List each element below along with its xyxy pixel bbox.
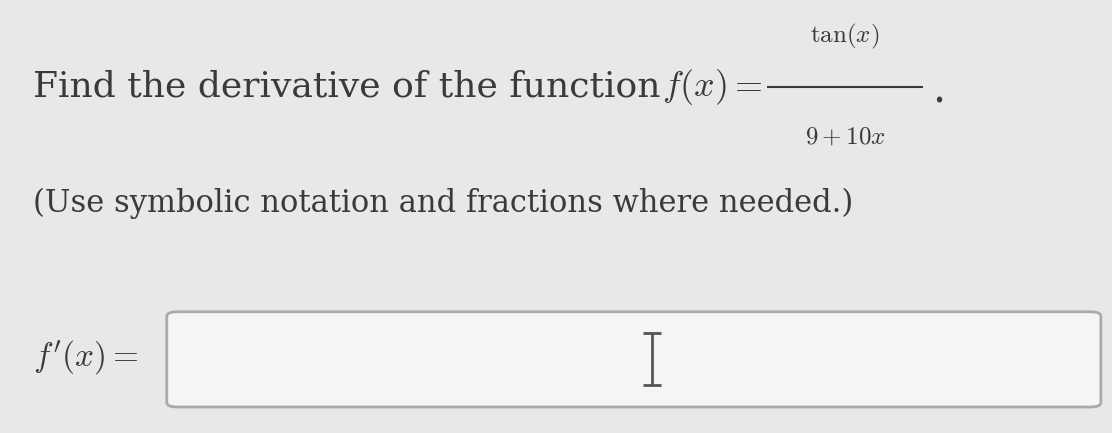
Text: (Use symbolic notation and fractions where needed.): (Use symbolic notation and fractions whe…: [33, 188, 854, 219]
FancyBboxPatch shape: [167, 312, 1101, 407]
Text: $9+10x$: $9+10x$: [805, 124, 885, 149]
Text: $\mathrm{tan}(x)$: $\mathrm{tan}(x)$: [811, 22, 880, 52]
Text: Find the derivative of the function: Find the derivative of the function: [33, 70, 661, 103]
Text: .: .: [932, 70, 945, 112]
Text: $f(x) =$: $f(x) =$: [662, 67, 763, 107]
Text: $f'(x) =$: $f'(x) =$: [33, 338, 139, 376]
